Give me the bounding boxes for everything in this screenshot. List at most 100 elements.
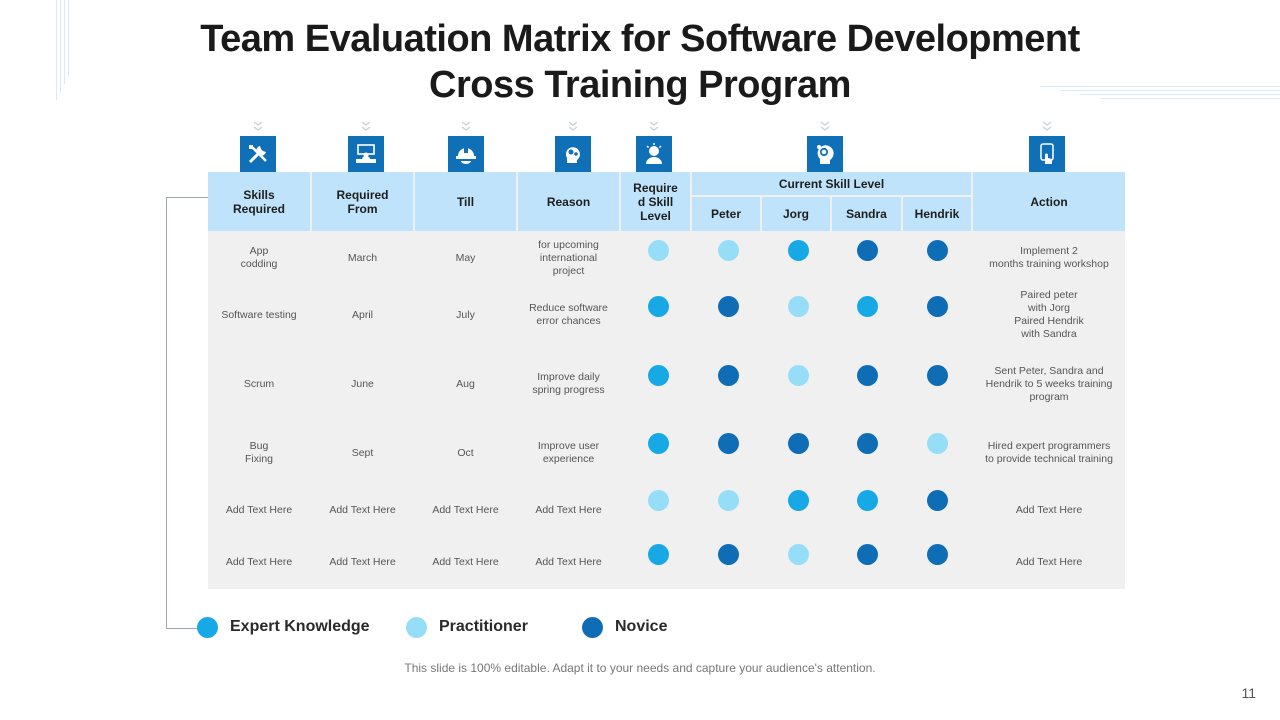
skill-level-dot-sandra-novice <box>856 543 878 565</box>
touch-hand-icon <box>1029 136 1065 172</box>
icon-column-action <box>1029 120 1065 172</box>
skill-level-dot-jorg-expert <box>787 489 809 511</box>
skill-level-dot-required-expert <box>647 432 669 454</box>
decorative-lines-right <box>1040 86 1280 100</box>
cell-action: Paired peter with Jorg Paired Hendrik wi… <box>1014 289 1084 340</box>
cell-action: Add Text Here <box>1015 555 1083 568</box>
skill-level-dot-peter-novice <box>717 543 739 565</box>
cell-till: May <box>455 251 476 264</box>
header-action: Action <box>973 172 1125 231</box>
cell-action: Add Text Here <box>1015 503 1083 516</box>
cell-skill: Software testing <box>221 308 297 321</box>
brain-gears-icon <box>555 136 591 172</box>
skill-level-dot-jorg-expert <box>787 239 809 261</box>
cell-skill: Add Text Here <box>225 555 293 568</box>
legend-practitioner-label: Practitioner <box>439 618 528 635</box>
person-idea-icon <box>636 136 672 172</box>
header-required-skill-level: Require d Skill Level <box>621 172 690 231</box>
cell-action: Hired expert programmers to provide tech… <box>985 440 1113 465</box>
icon-column-from <box>348 120 384 172</box>
double-chevron-down-icon <box>568 120 578 134</box>
slide-title: Team Evaluation Matrix for Software Deve… <box>0 16 1280 108</box>
skill-level-dot-sandra-expert <box>856 295 878 317</box>
header-till: Till <box>415 172 516 231</box>
skill-level-dot-jorg-practitioner <box>787 295 809 317</box>
cell-reason: Reduce software error chances <box>529 302 608 327</box>
skill-level-dot-sandra-novice <box>856 364 878 386</box>
cell-skill: Bug Fixing <box>244 440 273 465</box>
double-chevron-down-icon <box>649 120 659 134</box>
cell-required-from: Add Text Here <box>329 555 396 568</box>
legend-expert: Expert Knowledge <box>197 616 370 638</box>
icon-column-required-level <box>636 120 672 172</box>
icon-column-till <box>448 120 484 172</box>
cell-action: Implement 2 months training workshop <box>989 245 1109 270</box>
cell-till: Aug <box>456 377 475 390</box>
skill-level-dot-peter-practitioner <box>717 239 739 261</box>
cell-skill: App codding <box>240 245 278 270</box>
legend-expert-label: Expert Knowledge <box>230 618 370 635</box>
legend-novice-dot <box>582 616 603 638</box>
skill-level-dot-hendrik-novice <box>926 364 948 386</box>
double-chevron-down-icon <box>820 120 830 134</box>
head-gear-icon <box>807 136 843 172</box>
double-chevron-down-icon <box>1042 120 1052 134</box>
header-hendrik: Hendrik <box>903 197 971 231</box>
skill-level-dot-jorg-practitioner <box>787 364 809 386</box>
cell-skill: Add Text Here <box>225 503 293 516</box>
skill-level-dot-peter-novice <box>717 295 739 317</box>
skill-level-dot-required-expert <box>647 295 669 317</box>
header-skills-required: Skills Required <box>208 172 310 231</box>
skill-level-dot-peter-novice <box>717 364 739 386</box>
skill-level-dot-hendrik-novice <box>926 295 948 317</box>
skill-level-dot-hendrik-novice <box>926 543 948 565</box>
cell-reason: Improve user experience <box>537 440 600 465</box>
legend-practitioner-dot <box>406 616 427 638</box>
title-line-1: Team Evaluation Matrix for Software Deve… <box>200 18 1080 60</box>
header-current-skill-level: Current Skill Level <box>692 172 971 195</box>
cell-required-from: March <box>347 251 378 264</box>
cell-till: Add Text Here <box>432 503 499 516</box>
skill-level-dot-hendrik-practitioner <box>926 432 948 454</box>
skill-level-dot-sandra-novice <box>856 432 878 454</box>
cell-required-from: Add Text Here <box>329 503 396 516</box>
cell-skill: Scrum <box>243 377 275 390</box>
skill-level-dot-sandra-expert <box>856 489 878 511</box>
legend-practitioner: Practitioner <box>406 616 528 638</box>
icon-column-skills <box>240 120 276 172</box>
skill-level-dot-peter-practitioner <box>717 489 739 511</box>
cell-action: Sent Peter, Sandra and Hendrik to 5 week… <box>985 364 1113 403</box>
page-number: 11 <box>1241 685 1256 701</box>
evaluation-matrix-table: Skills Required Required From Till Reaso… <box>208 172 1125 589</box>
header-peter: Peter <box>692 197 760 231</box>
cell-reason: for upcoming international project <box>538 238 599 277</box>
decorative-lines-left <box>56 0 70 100</box>
cell-reason: Add Text Here <box>535 555 602 568</box>
skill-level-dot-required-expert <box>647 364 669 386</box>
skill-level-dot-jorg-novice <box>787 432 809 454</box>
cell-required-from: Sept <box>351 446 374 459</box>
icon-column-reason <box>555 120 591 172</box>
skill-level-dot-sandra-novice <box>856 239 878 261</box>
cell-till: Add Text Here <box>432 555 499 568</box>
double-chevron-down-icon <box>461 120 471 134</box>
footnote: This slide is 100% editable. Adapt it to… <box>404 661 876 675</box>
header-jorg: Jorg <box>762 197 830 231</box>
cell-till: July <box>456 308 475 321</box>
skill-level-dot-peter-novice <box>717 432 739 454</box>
skill-level-dot-required-expert <box>647 543 669 565</box>
icon-column-current-level <box>807 120 843 172</box>
header-sandra: Sandra <box>832 197 901 231</box>
cell-till: Oct <box>457 446 474 459</box>
cell-reason: Improve daily spring progress <box>532 371 605 396</box>
cell-required-from: June <box>351 377 374 390</box>
skill-level-dot-required-practitioner <box>647 489 669 511</box>
header-required-from: Required From <box>312 172 413 231</box>
double-chevron-down-icon <box>361 120 371 134</box>
tools-icon <box>240 136 276 172</box>
skill-level-dot-hendrik-novice <box>926 489 948 511</box>
double-chevron-down-icon <box>253 120 263 134</box>
skill-level-dot-jorg-practitioner <box>787 543 809 565</box>
presenter-desk-icon <box>348 136 384 172</box>
legend-novice: Novice <box>582 616 667 638</box>
